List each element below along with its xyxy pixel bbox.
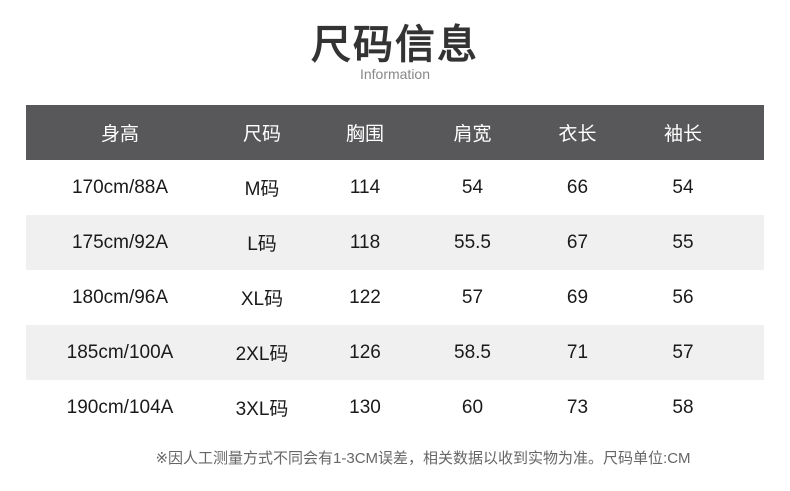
size-table: 身高 尺码 胸围 肩宽 衣长 袖长 170cm/88A M码 114 54 66… xyxy=(26,105,764,435)
cell-length: 71 xyxy=(525,325,630,380)
table-row: 185cm/100A 2XL码 126 58.5 71 57 xyxy=(26,325,764,380)
col-header-height: 身高 xyxy=(26,105,214,160)
cell-height: 175cm/92A xyxy=(26,215,214,270)
cell-length: 69 xyxy=(566,286,589,308)
cell-size: L码 xyxy=(214,215,310,270)
cell-shoulder: 55.5 xyxy=(420,215,525,270)
cell-length: 73 xyxy=(566,396,589,418)
cell-length: 67 xyxy=(525,215,630,270)
table-row: 170cm/88A M码 114 54 66 54 xyxy=(26,160,764,215)
col-header-shoulder: 肩宽 xyxy=(420,105,525,160)
cell-height: 190cm/104A xyxy=(66,396,174,418)
cell-sleeve: 58 xyxy=(672,396,694,418)
table-row: 175cm/92A L码 118 55.5 67 55 xyxy=(26,215,764,270)
cell-chest: 114 xyxy=(349,176,381,198)
cell-sleeve: 54 xyxy=(672,176,694,198)
col-header-size: 尺码 xyxy=(214,105,310,160)
cell-sleeve: 55 xyxy=(630,215,764,270)
table-row: 180cm/96A XL码 122 57 69 56 xyxy=(26,270,764,325)
cell-shoulder: 54 xyxy=(461,176,484,198)
col-header-sleeve: 袖长 xyxy=(630,105,764,160)
cell-length: 66 xyxy=(566,176,589,198)
cell-height: 185cm/100A xyxy=(26,325,214,380)
page-subtitle: Information xyxy=(359,66,431,82)
cell-height: 170cm/88A xyxy=(71,176,169,198)
cell-chest: 122 xyxy=(349,286,381,308)
page-title: 尺码信息 xyxy=(311,23,479,67)
table-row: 190cm/104A 3XL码 130 60 73 58 xyxy=(26,380,764,435)
table-header-row: 身高 尺码 胸围 肩宽 衣长 袖长 xyxy=(26,105,764,160)
cell-size: 2XL码 xyxy=(214,325,310,380)
cell-size: 3XL码 xyxy=(235,399,289,420)
col-header-chest: 胸围 xyxy=(310,105,420,160)
measurement-disclaimer: ※因人工测量方式不同会有1-3CM误差，相关数据以收到实物为准。尺码单位:CM xyxy=(155,450,691,467)
cell-shoulder: 57 xyxy=(461,286,484,308)
cell-chest: 126 xyxy=(310,325,420,380)
cell-sleeve: 56 xyxy=(672,286,694,308)
cell-size: XL码 xyxy=(240,289,284,310)
cell-sleeve: 57 xyxy=(630,325,764,380)
col-header-length: 衣长 xyxy=(525,105,630,160)
cell-shoulder: 58.5 xyxy=(420,325,525,380)
cell-chest: 118 xyxy=(310,215,420,270)
cell-height: 180cm/96A xyxy=(71,286,169,308)
cell-chest: 130 xyxy=(349,396,381,418)
cell-size: M码 xyxy=(244,179,280,200)
cell-shoulder: 60 xyxy=(461,396,484,418)
